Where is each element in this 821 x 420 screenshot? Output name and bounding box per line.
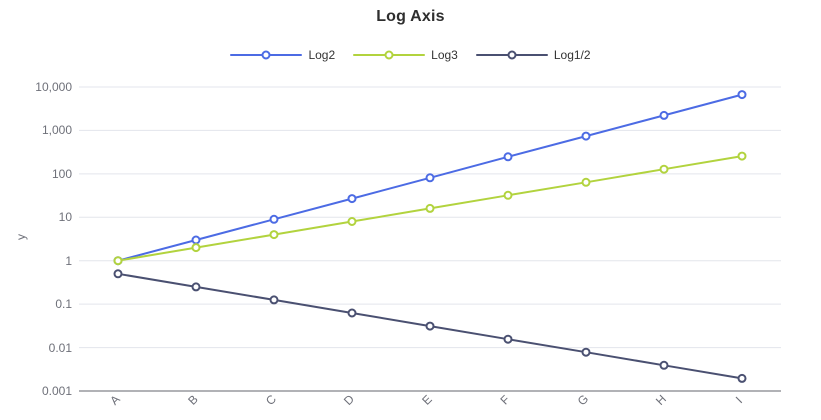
legend: Log2 Log3 Log1/2 bbox=[0, 46, 821, 64]
data-point-log2-d[interactable] bbox=[347, 194, 357, 204]
data-point-log12-b[interactable] bbox=[191, 282, 201, 292]
data-point-log2-g[interactable] bbox=[581, 131, 591, 141]
data-point-log3-i[interactable] bbox=[737, 151, 747, 161]
legend-circle-icon bbox=[507, 50, 517, 60]
data-point-log12-e[interactable] bbox=[425, 321, 435, 331]
y-axis-title: y bbox=[14, 234, 28, 240]
y-tick-label: 10 bbox=[58, 210, 72, 225]
data-point-log2-i[interactable] bbox=[737, 90, 747, 100]
data-point-log12-d[interactable] bbox=[347, 308, 357, 318]
legend-line-marker-icon bbox=[230, 48, 303, 62]
data-point-log12-i[interactable] bbox=[737, 373, 747, 383]
data-point-log3-g[interactable] bbox=[581, 177, 591, 187]
y-tick-label: 100 bbox=[51, 166, 72, 181]
y-tick-label: 0.1 bbox=[55, 297, 72, 312]
y-tick-label: 1,000 bbox=[41, 123, 72, 138]
data-point-log3-h[interactable] bbox=[659, 164, 669, 174]
legend-label-log2: Log2 bbox=[308, 48, 336, 62]
data-point-log2-h[interactable] bbox=[659, 110, 669, 120]
legend-item-log3[interactable]: Log3 bbox=[353, 48, 458, 62]
chart-title: Log Axis bbox=[376, 8, 445, 25]
data-point-log2-b[interactable] bbox=[191, 235, 201, 245]
y-tick-label: 1 bbox=[65, 253, 72, 268]
data-point-log12-g[interactable] bbox=[581, 347, 591, 357]
data-point-log12-h[interactable] bbox=[659, 360, 669, 370]
data-point-log12-f[interactable] bbox=[503, 334, 513, 344]
legend-item-log12[interactable]: Log1/2 bbox=[475, 48, 591, 62]
data-point-log2-f[interactable] bbox=[503, 152, 513, 162]
legend-circle-icon bbox=[261, 50, 271, 60]
legend-label-log3: Log3 bbox=[431, 48, 458, 62]
legend-label-log12: Log1/2 bbox=[553, 48, 591, 62]
data-point-log3-d[interactable] bbox=[347, 217, 357, 226]
data-point-log3-b[interactable] bbox=[191, 243, 201, 253]
y-tick-label: 0.01 bbox=[48, 340, 72, 355]
legend-line-marker-icon bbox=[475, 48, 548, 62]
legend-item-log2[interactable]: Log2 bbox=[230, 48, 335, 62]
data-point-log3-f[interactable] bbox=[503, 190, 513, 200]
legend-line-marker-icon bbox=[353, 48, 426, 62]
data-point-log3-e[interactable] bbox=[425, 203, 435, 213]
legend-circle-icon bbox=[384, 50, 394, 60]
data-point-log2-e[interactable] bbox=[425, 173, 435, 183]
data-point-log12-a[interactable] bbox=[113, 269, 123, 279]
data-point-log3-c[interactable] bbox=[269, 230, 279, 240]
data-point-log2-c[interactable] bbox=[269, 214, 279, 224]
y-tick-label: 0.001 bbox=[41, 384, 72, 398]
data-point-log3-a[interactable] bbox=[113, 256, 123, 266]
y-tick-label: 10,000 bbox=[35, 80, 72, 94]
data-point-log12-c[interactable] bbox=[269, 295, 279, 305]
